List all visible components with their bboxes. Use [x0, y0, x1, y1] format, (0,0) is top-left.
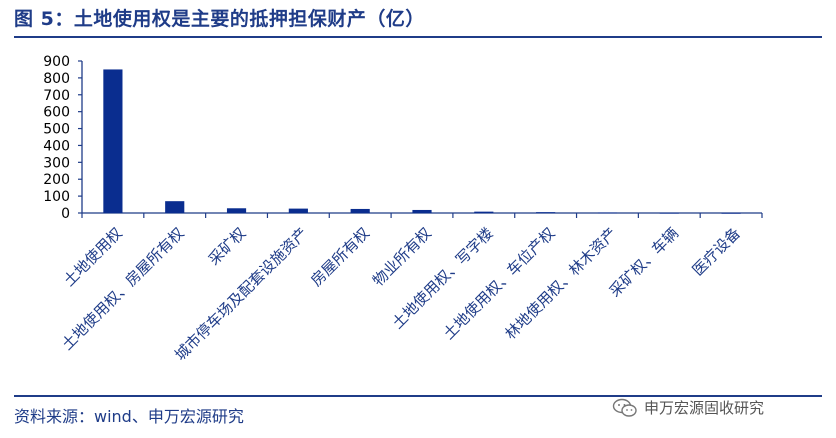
bar	[659, 212, 679, 214]
watermark: 申万宏源固收研究	[612, 397, 764, 418]
source-note: 资料来源：wind、申万宏源研究	[14, 407, 244, 426]
wechat-icon	[612, 398, 638, 418]
bar	[288, 208, 308, 213]
x-tick-label: 土地使用权、车位产权	[440, 224, 559, 343]
bar	[597, 212, 618, 214]
x-tick-label: 土地使用权、房屋所有权	[58, 224, 187, 353]
y-tick-label: 100	[43, 189, 70, 205]
bar	[721, 212, 741, 214]
source-divider	[14, 395, 822, 397]
x-tick-label: 城市停车场及配套设施资产	[171, 224, 311, 364]
bar	[350, 208, 370, 213]
y-tick-label: 0	[61, 206, 70, 222]
y-tick-label: 300	[43, 155, 70, 171]
y-tick-label: 700	[43, 88, 70, 104]
y-tick-label: 500	[43, 122, 70, 138]
watermark-text: 申万宏源固收研究	[644, 399, 765, 417]
y-tick-label: 800	[43, 71, 70, 87]
bar	[226, 208, 247, 213]
bar	[103, 69, 123, 213]
bar	[474, 211, 494, 213]
x-tick-label: 房屋所有权	[307, 224, 373, 290]
y-tick-label: 600	[43, 105, 70, 121]
bar	[412, 209, 432, 213]
x-tick-label: 物业所有权	[369, 224, 435, 290]
x-tick-label: 林地使用权、林木资产	[501, 224, 620, 343]
y-tick-label: 400	[43, 138, 70, 154]
x-tick-label: 采矿权	[205, 224, 250, 269]
figure-title: 图 5：土地使用权是主要的抵押担保财产（亿）	[14, 8, 425, 30]
x-tick-label: 医疗设备	[689, 224, 744, 279]
bar	[165, 201, 185, 213]
title-underline	[14, 36, 822, 38]
y-tick-label: 200	[43, 172, 70, 188]
y-tick-label: 900	[43, 54, 70, 70]
x-tick-label: 土地使用权	[60, 224, 126, 290]
bar	[536, 212, 556, 213]
